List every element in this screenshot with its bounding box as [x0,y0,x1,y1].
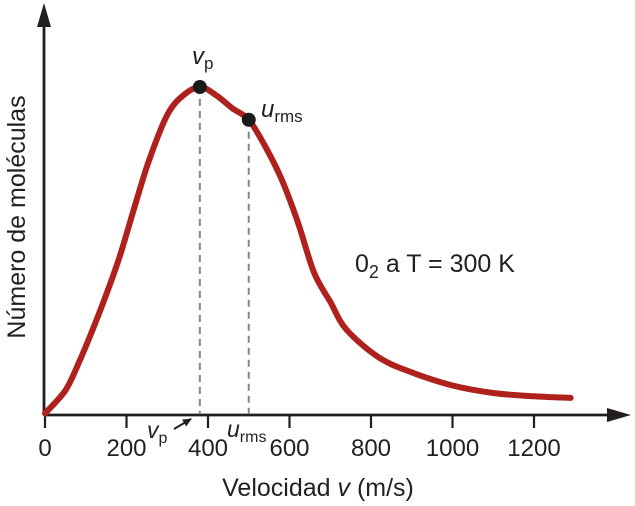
urms-axis-label: urms [227,416,266,446]
urms-curve-label: urms [261,96,303,126]
x-axis-arrow-icon [607,408,631,422]
x-axis-title: Velocidad v (m/s) [222,474,414,502]
x-tick-label: 1000 [426,435,479,462]
vp-pointer-arrow-icon [173,418,192,430]
y-axis-arrow-icon [37,3,51,27]
vp-axis-label: vp [147,417,168,447]
urms-marker-dot [241,112,256,127]
vp-curve-label: vp [192,43,213,73]
x-tick-label: 0 [38,435,51,462]
x-tick-label: 200 [106,435,146,462]
x-tick-label: 600 [269,435,309,462]
x-tick-label: 800 [351,435,391,462]
vp-marker-dot [192,80,207,94]
annotation-text: 02 a T = 300 K [355,250,515,282]
x-tick-label: 400 [188,435,228,462]
y-axis-title: Número de moléculas [3,95,31,338]
x-axis-tick-labels: 0 200 400 600 800 1000 1200 [38,435,560,462]
x-tick-label: 1200 [507,435,560,462]
distribution-curve [42,83,574,417]
x-axis-tick-marks [43,415,536,428]
